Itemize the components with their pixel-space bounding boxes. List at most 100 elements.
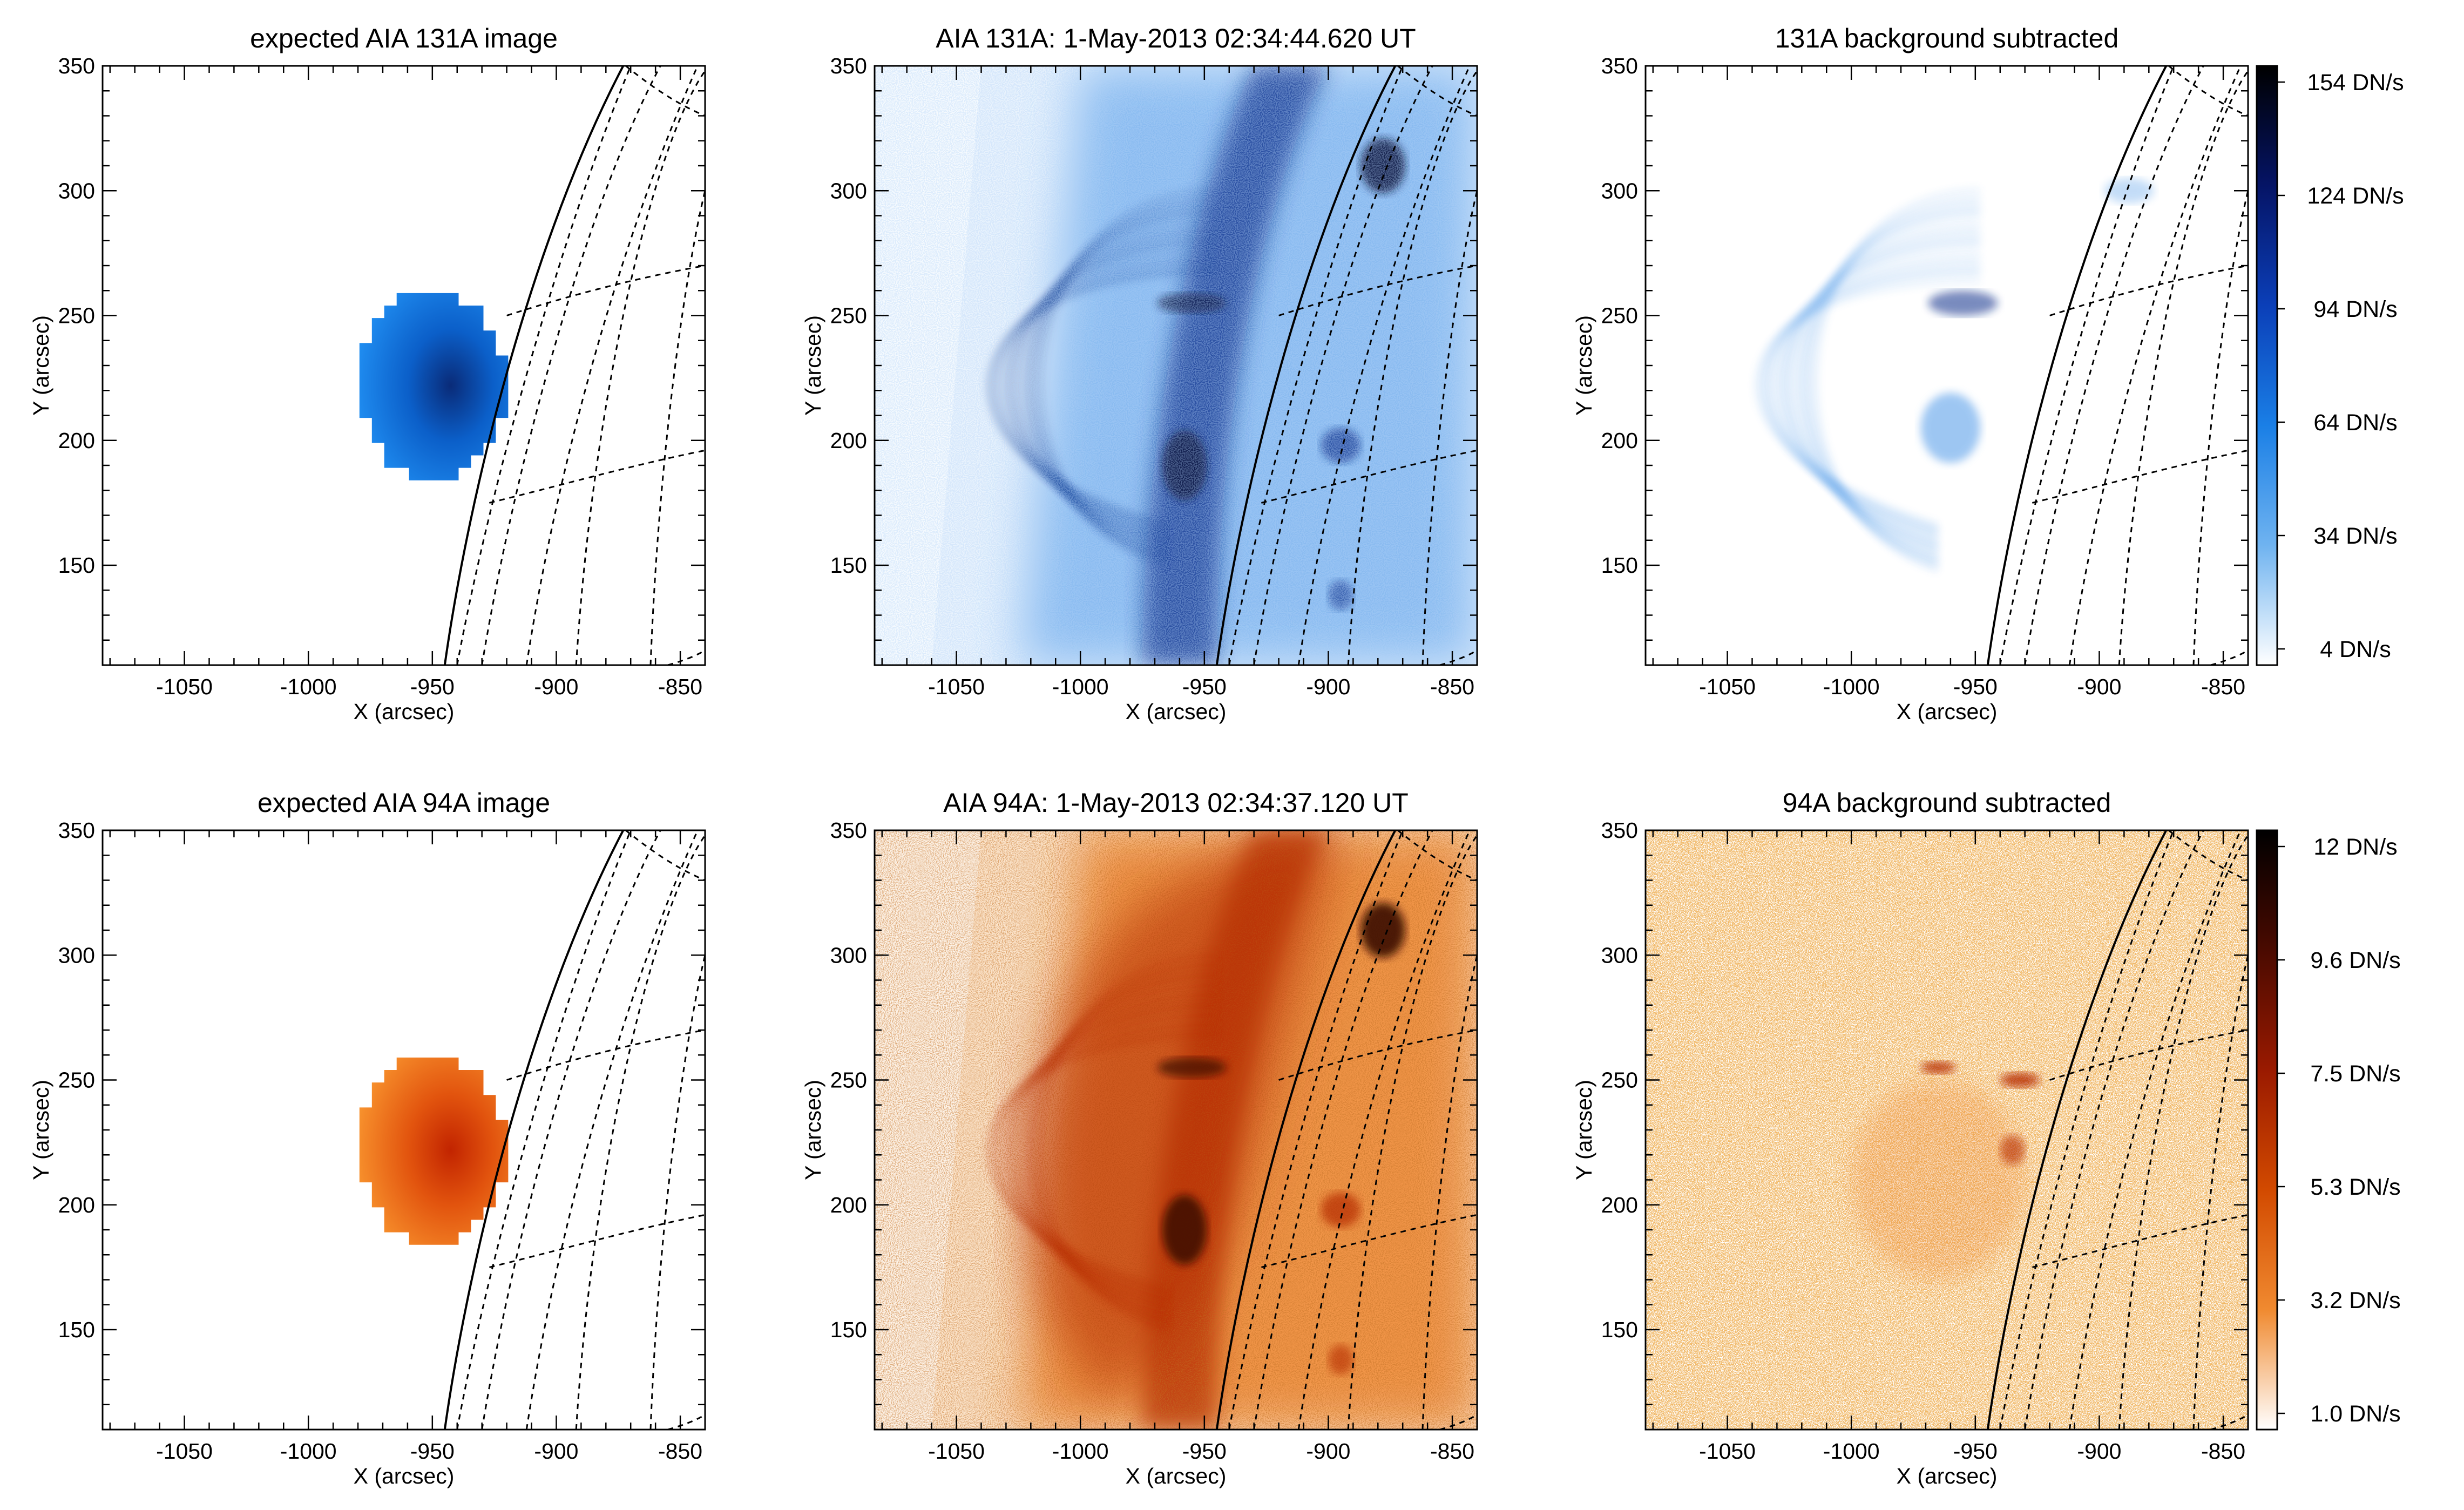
heliographic-gridline [456,830,632,1430]
chart-panel: -1050 -1000 -950 -900 -850 150 200 250 300 350 AIA… [801,23,1478,724]
y-tick-label: 300 [830,178,867,203]
x-axis-label: X (arcsec) [354,699,455,724]
photon-noise [875,66,1477,665]
x-tick-label: -950 [1953,674,1998,699]
chart-panel: -1050 -1000 -950 -900 -850 150 200 250 300 350 131… [1572,23,2249,724]
y-tick-label: 250 [830,303,867,328]
chart-panel: -1050 -1000 -950 -900 -850 150 200 250 300 350 exp… [29,23,706,724]
x-tick-label: -850 [658,674,702,699]
y-tick-label: 350 [1601,53,1638,78]
solar-limb [1215,830,1397,1430]
y-tick-label: 150 [58,1317,95,1342]
y-axis-label: Y (arcsec) [29,315,53,416]
x-tick-label: -950 [1182,1439,1227,1464]
heliographic-gridline [649,954,705,1430]
heliographic-gridline [1439,1414,1477,1430]
y-axis-label: Y (arcsec) [801,315,825,416]
heliographic-gridline [1999,66,2175,665]
y-tick-label: 200 [58,428,95,453]
image-layer [359,66,705,665]
chart-panel: -1050 -1000 -950 -900 -850 150 200 250 300 350 AIA… [801,788,1478,1488]
colorbar-fill [2257,830,2277,1430]
x-axis-label: X (arcsec) [1126,699,1227,724]
x-tick-label: -850 [1430,1439,1474,1464]
heliographic-gridline [2024,66,2204,665]
y-tick-label: 150 [1601,1317,1638,1342]
bright-kernel [1157,1057,1227,1078]
x-axis-label: X (arcsec) [354,1464,455,1488]
y-tick-label: 250 [1601,303,1638,328]
colorbar-tick-label: 124 DN/s [2307,183,2404,209]
residual-loop [1800,208,1981,563]
solar-limb [1215,66,1397,665]
y-tick-label: 200 [1601,1193,1638,1217]
heliographic-gridline [649,190,705,665]
y-tick-label: 350 [1601,818,1638,843]
x-tick-label: -950 [410,1439,455,1464]
solar-limb [1986,66,2168,665]
x-axis-label: X (arcsec) [1126,1464,1227,1488]
y-tick-label: 350 [58,818,95,843]
x-tick-label: -1000 [280,674,337,699]
heliographic-gridline [625,830,705,881]
colorbar: 154 DN/s 124 DN/s 94 DN/s 64 DN/s 34 DN/s 4 D… [2256,65,2404,666]
x-tick-label: -900 [1306,674,1350,699]
colorbar: 12 DN/s 9.6 DN/s 7.5 DN/s 5.3 DN/s 3.2 DN/s 1… [2256,829,2401,1431]
heliographic-gridline [1228,830,1404,1430]
residual-kernel [2000,1135,2025,1165]
y-axis-label: Y (arcsec) [29,1080,53,1180]
x-tick-label: -1050 [1699,674,1756,699]
y-tick-label: 250 [58,303,95,328]
residual-emission [1851,1080,2025,1280]
panel-title: expected AIA 94A image [258,788,550,818]
model-source [359,1057,509,1245]
heliographic-gridline [1297,66,1471,665]
heliographic-gridline [625,66,705,117]
x-tick-label: -1000 [1052,1439,1109,1464]
heliographic-gridline [575,835,705,1430]
heliographic-gridline [2049,1029,2248,1081]
y-tick-label: 350 [830,818,867,843]
residual-loop [1775,249,1981,541]
x-tick-label: -1050 [156,674,213,699]
heliographic-gridline [1439,649,1477,665]
coronal-loop [1006,1003,1217,1308]
heliographic-gridline [1278,1029,1477,1081]
residual-loop [1756,279,1981,526]
colorbar-tick-label: 7.5 DN/s [2310,1061,2400,1087]
panel-title: 131A background subtracted [1775,23,2119,53]
heliographic-gridline [506,265,705,316]
heliographic-gridline [2192,954,2248,1430]
panel-title: AIA 131A: 1-May-2013 02:34:44.620 UT [936,23,1416,53]
panel-title: AIA 94A: 1-May-2013 02:34:37.120 UT [943,788,1409,818]
heliographic-gridline [2168,830,2248,881]
x-tick-label: -900 [534,1439,578,1464]
heliographic-gridline [667,1414,705,1430]
heliographic-gridline [1347,70,1477,665]
heliographic-gridline [525,66,699,665]
solar-limb [443,66,625,665]
y-tick-label: 300 [58,178,95,203]
heliographic-gridline [506,1029,705,1081]
bright-kernel [1321,1192,1361,1228]
heliographic-gridline [525,830,699,1430]
colorbar-tick-label: 5.3 DN/s [2310,1174,2400,1200]
y-tick-label: 150 [830,1317,867,1342]
residual-kernel [1928,290,1998,316]
y-tick-label: 350 [830,53,867,78]
image-layer [875,830,1477,1430]
y-tick-label: 250 [830,1068,867,1093]
active-region-glow [1025,830,1341,1405]
heliographic-gridline [2024,830,2204,1430]
plot-frame [1644,65,2249,666]
x-tick-label: -850 [2201,674,2245,699]
y-tick-label: 200 [830,1193,867,1217]
y-axis-label: Y (arcsec) [801,1080,825,1180]
y-tick-label: 150 [1601,553,1638,578]
heliographic-gridline [2068,66,2242,665]
y-tick-label: 300 [58,943,95,967]
chart-panel: -1050 -1000 -950 -900 -850 150 200 250 300 350 exp… [29,788,706,1488]
x-tick-label: -1000 [1823,674,1880,699]
heliographic-gridline [667,649,705,665]
x-tick-label: -950 [1182,674,1227,699]
